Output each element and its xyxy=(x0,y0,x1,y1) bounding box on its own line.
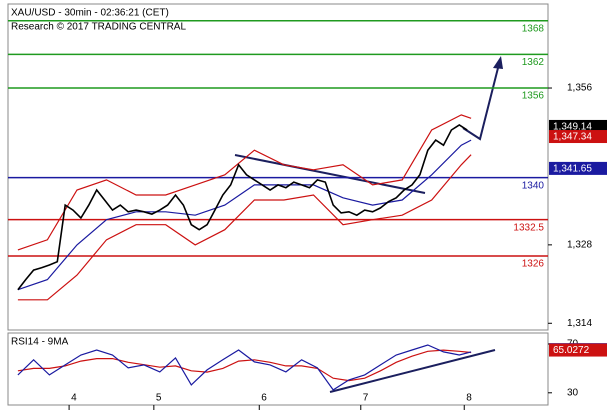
chart-title: RSI14 - 9MA xyxy=(11,337,69,348)
forecast-arrow xyxy=(462,63,500,141)
y-tick-label: 1,328 xyxy=(567,239,592,250)
x-tick-label: 4 xyxy=(71,393,77,404)
series-line xyxy=(17,344,472,391)
x-tick-label: 8 xyxy=(466,393,472,404)
y-tick-label: 30 xyxy=(567,387,579,398)
level-label: 1362 xyxy=(522,57,545,68)
price-box-label: 1,349.14 xyxy=(553,122,592,133)
level-label: 1326 xyxy=(522,259,545,270)
level-label: 1368 xyxy=(522,23,545,34)
panel-frame xyxy=(7,332,549,406)
level-label: 1340 xyxy=(522,180,545,191)
price-box xyxy=(549,343,607,357)
chart-title: XAU/USD - 30min - 02:36:21 (CET) xyxy=(11,8,169,19)
arrow-head xyxy=(493,56,503,69)
chart-subtitle: Research © 2017 TRADING CENTRAL xyxy=(11,22,186,33)
series-line xyxy=(17,139,472,291)
price-box-label: 1,347.34 xyxy=(553,132,592,143)
x-tick-label: 5 xyxy=(156,393,162,404)
level-label: 1332.5 xyxy=(513,222,544,233)
price-box xyxy=(549,119,607,133)
series-line xyxy=(17,124,468,291)
price-box xyxy=(549,161,607,175)
series-line xyxy=(17,349,472,382)
price-box-label: 1,341.65 xyxy=(553,164,592,175)
price-box xyxy=(549,130,607,144)
x-tick-label: 6 xyxy=(261,393,267,404)
series-line xyxy=(17,114,472,251)
level-label: 1356 xyxy=(522,91,545,102)
y-tick-label: 1,356 xyxy=(567,83,592,94)
series-line xyxy=(17,154,472,301)
y-tick-label: 1,314 xyxy=(567,318,592,329)
x-tick-label: 7 xyxy=(363,393,369,404)
trend-line xyxy=(234,154,426,194)
panel-frame xyxy=(7,3,549,331)
rsi-trend-line xyxy=(329,349,496,393)
price-box-label: 65.0272 xyxy=(553,345,590,356)
